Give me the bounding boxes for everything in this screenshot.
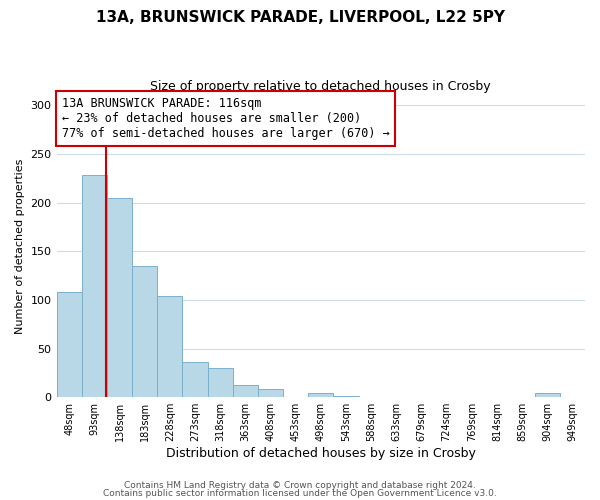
Y-axis label: Number of detached properties: Number of detached properties <box>15 158 25 334</box>
Bar <box>208 368 233 397</box>
Bar <box>535 394 560 397</box>
Text: Contains HM Land Registry data © Crown copyright and database right 2024.: Contains HM Land Registry data © Crown c… <box>124 481 476 490</box>
Bar <box>107 198 132 397</box>
Bar <box>56 292 82 397</box>
Text: Contains public sector information licensed under the Open Government Licence v3: Contains public sector information licen… <box>103 488 497 498</box>
X-axis label: Distribution of detached houses by size in Crosby: Distribution of detached houses by size … <box>166 447 476 460</box>
Title: Size of property relative to detached houses in Crosby: Size of property relative to detached ho… <box>151 80 491 93</box>
Text: 13A BRUNSWICK PARADE: 116sqm
← 23% of detached houses are smaller (200)
77% of s: 13A BRUNSWICK PARADE: 116sqm ← 23% of de… <box>62 97 389 140</box>
Bar <box>157 296 182 397</box>
Bar <box>258 390 283 397</box>
Bar <box>334 396 359 397</box>
Bar <box>182 362 208 397</box>
Bar <box>82 176 107 397</box>
Bar <box>233 384 258 397</box>
Text: 13A, BRUNSWICK PARADE, LIVERPOOL, L22 5PY: 13A, BRUNSWICK PARADE, LIVERPOOL, L22 5P… <box>95 10 505 25</box>
Bar <box>132 266 157 397</box>
Bar <box>308 394 334 397</box>
